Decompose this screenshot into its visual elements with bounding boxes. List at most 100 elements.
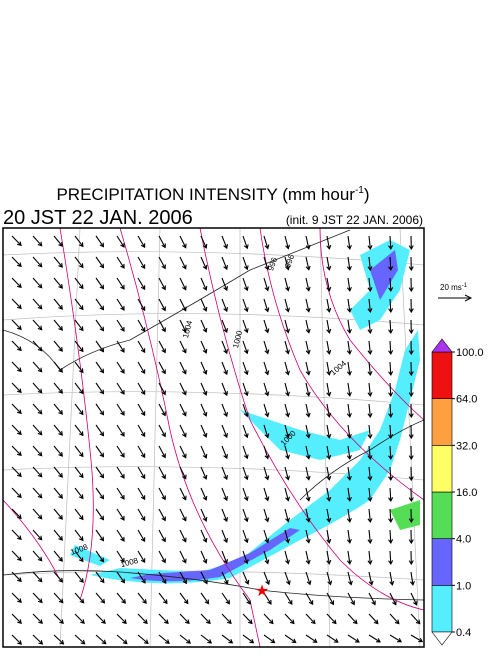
wind-arrow [242,403,249,418]
wind-arrow [367,487,373,502]
wind-arrow [95,403,105,416]
wind-arrow [11,256,22,268]
wind-arrow [53,361,63,373]
colorbar-label: 1.0 [456,580,471,592]
wind-arrow [74,382,84,395]
wind-arrow [95,361,105,374]
wind-arrow [53,256,63,268]
wind-arrow [137,256,146,270]
wind-arrow [346,529,352,544]
colorbar-label: 4.0 [456,534,471,546]
wind-arrow [158,319,166,333]
wind-arrow [53,445,63,457]
wind-arrow [326,319,332,334]
wind-arrow [284,382,290,397]
wind-arrow [284,340,290,355]
wind-arrow [221,613,232,625]
wind-arrow [137,466,146,480]
wind-arrow [346,508,352,523]
colorbar-label: 32.0 [456,440,477,452]
wind-arrow [284,298,290,313]
wind-arrow [263,613,274,625]
wind-arrow [368,613,379,625]
contour-label: 1008 [120,556,140,569]
wind-arrow [388,424,394,440]
colorbar-label: 16.0 [456,487,477,499]
wind-arrow [410,634,424,643]
wind-arrow [137,298,146,312]
wind-arrow [368,571,374,586]
wind-arrow [326,571,333,586]
wind-arrow [179,529,187,543]
wind-arrow [388,298,394,314]
wind-arrow [408,529,414,545]
wind-arrow [284,403,290,418]
wind-arrow [326,277,332,292]
contour-label: 996 [266,256,279,272]
colorbar-band [431,491,453,539]
wind-arrow [11,529,22,541]
wind-arrow [305,445,311,460]
wind-arrow [305,613,316,625]
valid-time: 20 JST 22 JAN. 2006 [3,207,193,229]
wind-arrow [74,592,85,604]
wind-arrow [263,382,270,397]
wind-arrow [95,592,106,604]
wind-arrow [200,256,208,270]
wind-arrow [408,319,414,335]
wind-arrow [74,550,84,563]
wind-arrow [284,508,290,523]
wind-arrow [305,403,311,418]
wind-arrow [200,466,208,480]
wind-arrow [116,529,125,542]
wind-arrow [242,340,249,355]
wind-arrow [221,361,228,376]
wind-arrow [95,256,105,269]
wind-arrow [137,487,146,501]
wind-arrow [326,613,337,625]
wind-arrow [326,508,332,523]
wind-arrow [11,340,22,352]
wind-scale-sup: -1 [462,283,468,289]
wind-arrow [95,466,105,479]
wind-arrow [367,529,373,544]
wind-arrow [158,613,169,625]
wind-arrow [158,445,166,459]
wind-arrow [116,277,125,290]
wind-arrow [263,529,270,544]
wind-arrow [221,571,229,585]
wind-arrow [74,571,84,583]
wind-arrow [11,571,22,583]
wind-arrow [116,550,125,563]
wind-arrow [242,256,249,271]
wind-arrow [305,424,311,439]
wind-arrow [53,382,63,394]
wind-arrow [179,424,187,438]
wind-arrow [347,571,353,586]
wind-arrow [95,277,105,290]
wind-arrow [284,529,290,544]
wind-arrow [158,487,166,501]
colorbar-label: 0.4 [456,627,471,639]
wind-arrow [137,319,146,333]
wind-arrow [32,529,43,541]
wind-arrow [116,403,125,416]
wind-arrow [326,298,332,313]
wind-arrow [158,508,166,522]
wind-arrow [263,424,270,439]
wind-arrow [326,487,332,502]
wind-arrow [200,403,208,417]
wind-arrow [410,592,418,606]
wind-arrow [11,592,22,604]
wind-arrow [137,235,146,249]
wind-arrow [200,235,208,249]
wind-arrow [137,424,146,438]
wind-arrow [158,634,170,644]
wind-arrow [284,634,297,644]
colorbar-band [431,445,453,493]
wind-arrow [11,487,22,499]
wind-arrow [116,634,128,645]
wind-arrow [116,298,125,311]
